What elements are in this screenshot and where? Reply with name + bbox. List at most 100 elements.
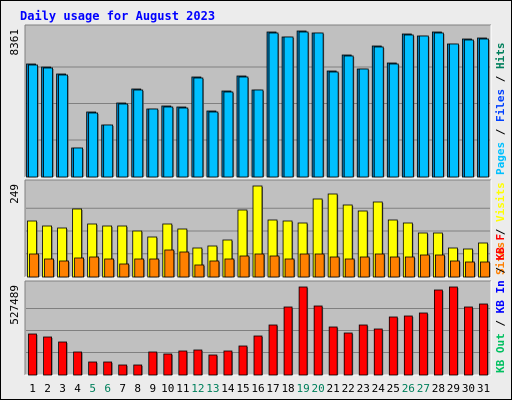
bar-kbf xyxy=(118,364,128,376)
bar-pages xyxy=(313,32,324,178)
bar-sites xyxy=(119,263,130,278)
bar-kbf xyxy=(73,351,83,376)
legend-separator: / xyxy=(494,313,507,333)
bar-pages xyxy=(28,64,38,178)
x-tick-label: 27 xyxy=(417,382,430,395)
legend-item-kb-f: KB F xyxy=(494,234,507,261)
legend-item-pages: Pages xyxy=(494,142,507,175)
bar-pages xyxy=(449,43,459,178)
x-tick-label: 13 xyxy=(206,382,219,395)
bar-sites xyxy=(465,261,475,278)
bar-pages xyxy=(433,32,444,178)
bar-kbf xyxy=(133,364,143,376)
x-tick-label: 19 xyxy=(296,382,309,395)
legend-item-kb-out: KB Out xyxy=(494,333,507,373)
bar-pages xyxy=(208,111,219,178)
bar-pages xyxy=(178,107,189,178)
bar-sites xyxy=(224,258,235,278)
y-max-label: 8361 xyxy=(8,29,21,56)
bar-sites xyxy=(480,261,490,278)
bars-hits-files-pages xyxy=(26,30,490,178)
bar-pages xyxy=(163,106,174,178)
bar-kbf xyxy=(178,350,188,376)
x-tick-label: 10 xyxy=(161,382,174,395)
bar-pages xyxy=(479,38,489,178)
bar-pages xyxy=(283,36,294,178)
bar-kbf xyxy=(238,345,248,376)
x-tick-label: 3 xyxy=(59,382,66,395)
y-max-label: 527489 xyxy=(8,285,21,325)
x-tick-label: 18 xyxy=(281,382,294,395)
bar-kbf xyxy=(403,315,413,376)
bar-pages xyxy=(73,147,84,178)
chart-title: Daily usage for August 2023 xyxy=(20,9,215,23)
chart-panels: 8361 Pages / Files / Hits 249 Sites / Visit… xyxy=(8,24,507,376)
legend-item-sites: Sites xyxy=(494,242,507,275)
x-tick-label: 14 xyxy=(221,382,235,395)
legend-item-visits: Visits xyxy=(494,182,507,222)
bar-sites xyxy=(434,254,445,278)
bar-sites xyxy=(59,260,69,278)
x-tick-label: 29 xyxy=(447,382,460,395)
legend: Pages / Files / Hits xyxy=(494,43,507,176)
bar-kbf xyxy=(58,341,67,376)
bar-kbf xyxy=(208,354,218,376)
legend-separator: / xyxy=(494,222,507,242)
x-tick-label: 2 xyxy=(44,382,51,395)
legend-item-files: Files xyxy=(494,89,507,122)
bar-sites xyxy=(179,251,190,278)
x-tick-label: 11 xyxy=(176,382,189,395)
legend-separator: / xyxy=(494,260,507,280)
bar-sites xyxy=(74,257,85,278)
x-tick-label: 31 xyxy=(477,382,490,395)
bar-pages xyxy=(238,76,249,178)
bars-visits-sites xyxy=(27,185,491,278)
bar-kbf xyxy=(358,324,368,376)
bar-sites xyxy=(329,256,340,278)
x-tick-label: 16 xyxy=(251,382,264,395)
x-tick-label: 23 xyxy=(357,382,370,395)
bar-pages xyxy=(118,103,129,178)
x-tick-label: 15 xyxy=(236,382,249,395)
bars-kbytes xyxy=(28,286,489,376)
bar-pages xyxy=(103,124,114,178)
bar-kbf xyxy=(328,326,338,376)
panel-visits-sites: 249 Sites / Visits xyxy=(8,179,507,278)
bar-sites xyxy=(374,253,385,278)
x-tick-label: 6 xyxy=(104,382,111,395)
legend-item-hits: Hits xyxy=(494,43,507,70)
bar-sites xyxy=(149,258,160,278)
bar-kbf xyxy=(373,328,383,376)
bar-sites xyxy=(389,256,400,278)
bar-kbf xyxy=(163,353,173,376)
bar-pages xyxy=(148,108,159,178)
bar-kbf xyxy=(28,333,37,376)
bar-sites xyxy=(44,258,54,278)
bar-pages xyxy=(88,112,99,178)
bar-sites xyxy=(104,258,115,278)
x-tick-label: 1 xyxy=(29,382,36,395)
x-tick-label: 4 xyxy=(74,382,81,395)
bar-sites xyxy=(239,255,250,278)
bar-kbf xyxy=(298,286,308,376)
bar-kbf xyxy=(433,289,443,376)
bar-pages xyxy=(268,32,279,178)
bar-sites xyxy=(299,253,310,278)
bar-pages xyxy=(133,89,144,178)
x-tick-label: 30 xyxy=(462,382,475,395)
bar-pages xyxy=(298,31,309,178)
bar-kbf xyxy=(418,312,428,376)
bar-pages xyxy=(373,46,384,178)
bar-pages xyxy=(58,74,68,178)
bar-sites xyxy=(404,256,415,278)
x-tick-label: 12 xyxy=(191,382,204,395)
x-tick-label: 9 xyxy=(149,382,156,395)
legend-item-kb-in: KB In xyxy=(494,280,507,313)
panel-kbytes: 527489 KB Out / KB In / KB F xyxy=(8,234,507,376)
bar-sites xyxy=(194,264,205,278)
bar-sites xyxy=(134,258,145,278)
bar-pages xyxy=(358,68,369,178)
x-tick-label: 26 xyxy=(402,382,415,395)
bar-sites xyxy=(419,254,430,278)
